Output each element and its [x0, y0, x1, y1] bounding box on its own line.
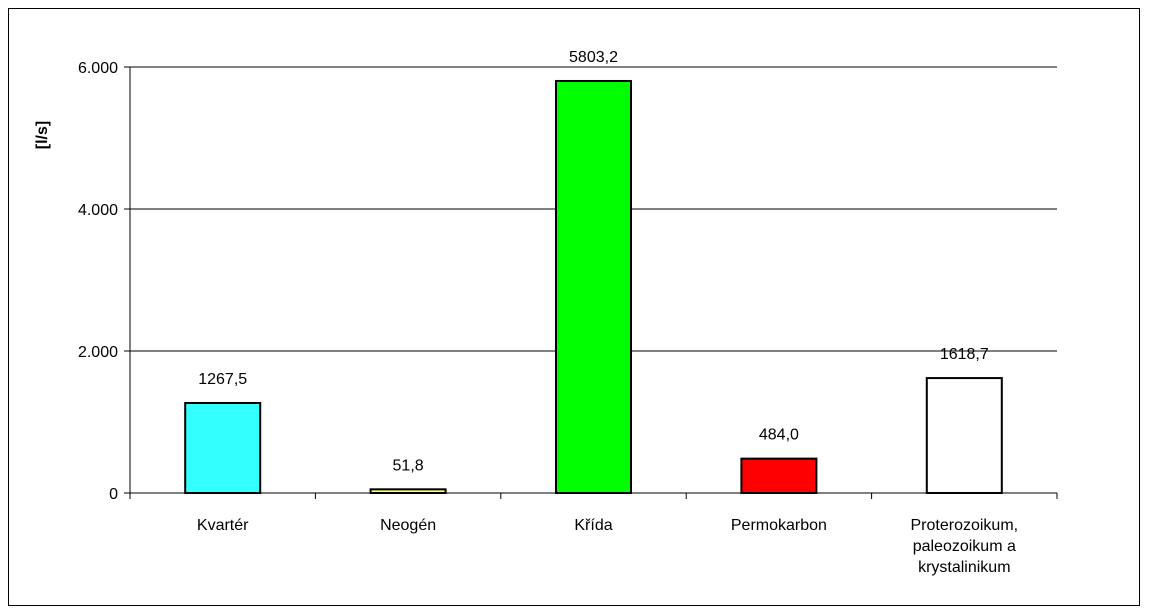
bar-3 — [740, 457, 818, 494]
bar-2 — [555, 79, 632, 494]
category-label-0-0: Kvartér — [197, 517, 249, 534]
y-tick-label-0: 0 — [109, 486, 118, 503]
data-label-0: 1267,5 — [198, 371, 247, 388]
y-tick-label-1: 2.000 — [78, 344, 118, 361]
data-label-2: 5803,2 — [569, 49, 618, 66]
data-label-1: 51,8 — [393, 457, 424, 474]
y-tick-label-3: 6.000 — [78, 60, 118, 77]
y-axis-title: [l/s] — [34, 121, 51, 149]
category-label-4-1: paleozoikum a — [913, 538, 1016, 555]
category-label-4-2: krystalinikum — [918, 559, 1010, 576]
category-label-4-0: Proterozoikum, — [911, 517, 1019, 534]
bar-0 — [184, 402, 262, 495]
category-label-3-0: Permokarbon — [731, 517, 827, 534]
bar-1 — [369, 488, 447, 495]
data-label-3: 484,0 — [759, 427, 799, 444]
category-label-2-0: Křída — [574, 517, 612, 534]
data-label-4: 1618,7 — [940, 346, 989, 363]
y-tick-label-2: 4.000 — [78, 202, 118, 219]
category-label-1-0: Neogén — [380, 517, 436, 534]
bar-4 — [925, 377, 1003, 494]
